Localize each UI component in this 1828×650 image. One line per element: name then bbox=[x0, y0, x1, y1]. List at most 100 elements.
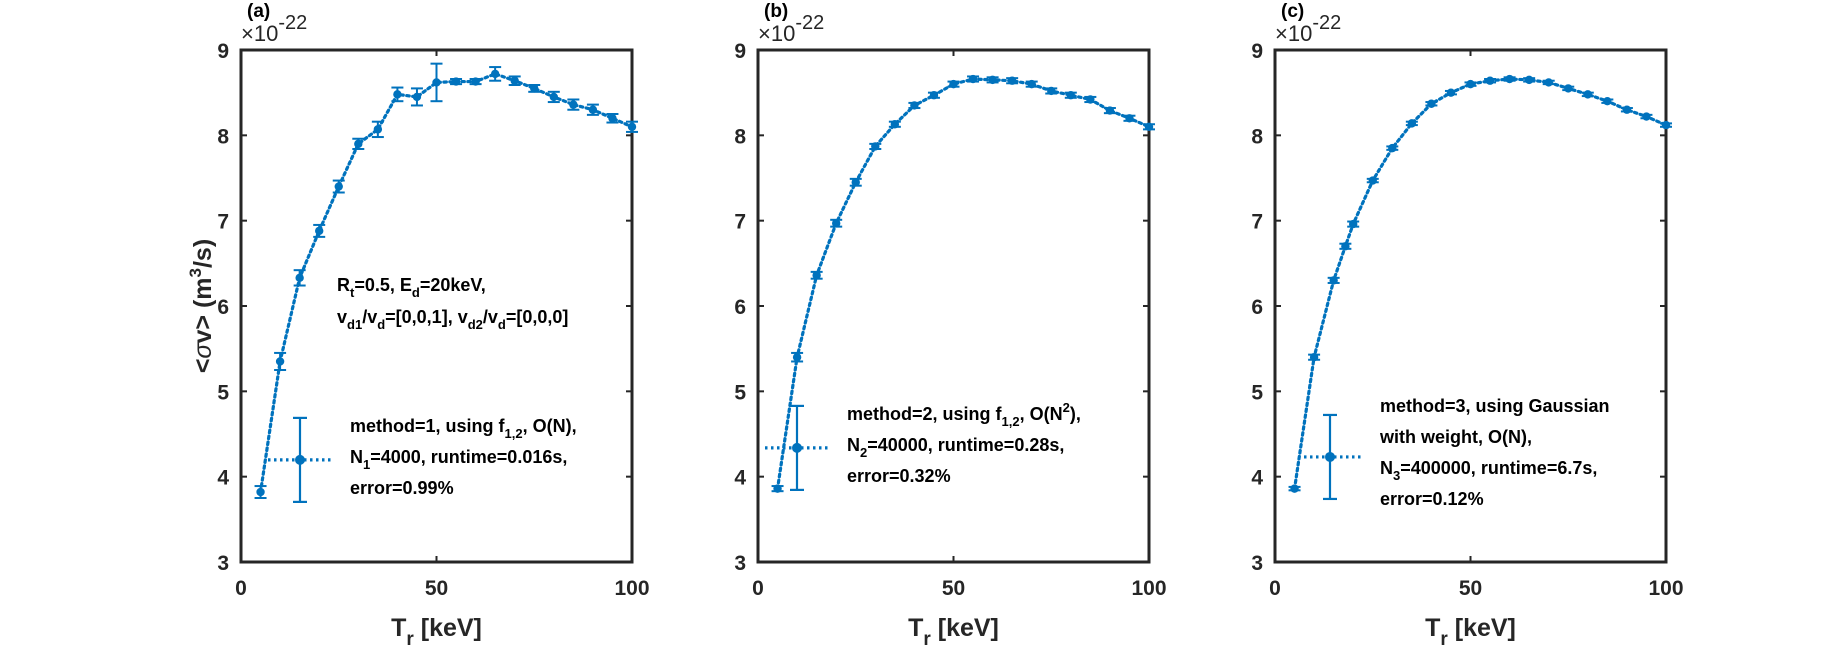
legend: method=2, using f1,2, O(N2), N2=40000, ru… bbox=[765, 400, 1081, 491]
y-tick-label: 3 bbox=[734, 552, 746, 575]
y-axis-label: <σv> (m3/s) bbox=[186, 239, 217, 373]
x-axis-label: Tr [keV] bbox=[391, 614, 482, 650]
data-point bbox=[929, 91, 939, 100]
legend-text-line: with weight, O(N), bbox=[1379, 427, 1532, 447]
data-point bbox=[451, 77, 461, 86]
data-point bbox=[315, 226, 324, 236]
data-point bbox=[432, 78, 441, 87]
y-tick-label: 6 bbox=[734, 296, 746, 319]
legend-text-line: N2=40000, runtime=0.28s, bbox=[847, 435, 1064, 460]
legend-marker bbox=[792, 442, 802, 453]
data-point bbox=[1341, 242, 1350, 251]
y-tick-label: 8 bbox=[734, 125, 746, 148]
data-point bbox=[812, 271, 821, 280]
data-point bbox=[1329, 276, 1338, 285]
data-point bbox=[871, 142, 880, 151]
legend-text-line: error=0.32% bbox=[847, 466, 951, 486]
y-tick-label: 9 bbox=[734, 40, 746, 63]
panel-label: (c) bbox=[1281, 1, 1304, 22]
legend-text-line: method=1, using f1,2, O(N), bbox=[350, 416, 577, 441]
data-point bbox=[412, 92, 422, 102]
data-point bbox=[1427, 99, 1436, 108]
data-point bbox=[1047, 86, 1056, 96]
y-tick-label: 7 bbox=[217, 211, 229, 234]
data-point bbox=[910, 101, 919, 110]
data-point bbox=[1505, 74, 1514, 84]
y-tick-label: 3 bbox=[1251, 552, 1263, 575]
data-point bbox=[968, 74, 978, 84]
y-scale-exponent: ×10-22 bbox=[758, 12, 824, 46]
data-point bbox=[490, 69, 500, 79]
annotation-line-1: Rt=0.5, Ed=20keV, bbox=[337, 275, 486, 300]
data-point bbox=[1290, 484, 1299, 493]
y-tick-label: 4 bbox=[1251, 467, 1263, 490]
data-point bbox=[627, 122, 637, 131]
y-tick-label: 7 bbox=[1251, 211, 1263, 234]
data-point bbox=[1485, 76, 1495, 85]
x-tick-label: 0 bbox=[752, 577, 764, 600]
x-tick-label: 100 bbox=[1131, 577, 1166, 600]
data-point bbox=[773, 484, 782, 493]
annotation: Rt=0.5, Ed=20keV, vd1/vd=[0,0,1], vd2/vd=… bbox=[337, 275, 568, 332]
data-point bbox=[1309, 353, 1319, 362]
y-scale-exponent: ×10-22 bbox=[241, 12, 307, 46]
data-point bbox=[792, 353, 802, 362]
legend-marker bbox=[295, 454, 305, 465]
y-tick-label: 5 bbox=[734, 381, 746, 404]
data-point bbox=[1066, 91, 1076, 100]
annotation-line-2: vd1/vd=[0,0,1], vd2/vd=[0,0,0] bbox=[337, 307, 568, 332]
x-tick-label: 50 bbox=[942, 577, 965, 600]
x-tick-label: 50 bbox=[1459, 577, 1482, 600]
data-point bbox=[1368, 176, 1377, 185]
axes-box bbox=[756, 48, 1151, 564]
data-point bbox=[890, 120, 900, 129]
data-point bbox=[1407, 119, 1417, 128]
data-point bbox=[256, 487, 265, 497]
x-tick-label: 100 bbox=[614, 577, 649, 600]
y-tick-label: 6 bbox=[217, 296, 229, 319]
data-point bbox=[334, 182, 343, 191]
data-point bbox=[1642, 112, 1651, 121]
data-point bbox=[1583, 90, 1593, 99]
data-point bbox=[1105, 106, 1115, 115]
data-point bbox=[295, 273, 304, 283]
y-tick-label: 5 bbox=[1251, 381, 1263, 404]
x-tick-label: 50 bbox=[425, 577, 448, 600]
data-point bbox=[510, 76, 519, 85]
panel-label: (b) bbox=[764, 1, 788, 22]
data-point bbox=[1603, 97, 1612, 106]
data-point bbox=[1144, 122, 1154, 131]
chart-panel-c: 3 4 5 6 7 8 9 0 50 100 (c)×10-22 Tr [keV] method=3, … bbox=[1251, 1, 1683, 650]
data-point bbox=[832, 219, 841, 228]
data-point bbox=[569, 100, 578, 109]
data-point bbox=[949, 79, 958, 89]
x-tick-label: 100 bbox=[1648, 577, 1683, 600]
series-line bbox=[775, 77, 1151, 491]
data-point bbox=[1446, 88, 1456, 97]
data-point bbox=[851, 178, 860, 187]
data-point bbox=[988, 75, 997, 85]
y-scale-exponent: ×10-22 bbox=[1275, 12, 1341, 46]
data-point bbox=[1524, 75, 1534, 85]
data-point bbox=[1388, 143, 1397, 153]
data-point bbox=[549, 92, 558, 102]
data-point bbox=[1661, 120, 1671, 130]
legend-marker bbox=[1325, 451, 1335, 462]
panel-label: (a) bbox=[247, 1, 270, 22]
x-tick-label: 0 bbox=[235, 577, 247, 600]
data-point bbox=[373, 125, 383, 134]
legend-text-line: method=3, using Gaussian bbox=[1380, 396, 1610, 416]
y-tick-label: 8 bbox=[217, 125, 229, 148]
chart-panel-a: 3 4 5 6 7 8 9 0 50 100 (a)×10-22 Tr [keV] method=1, … bbox=[217, 1, 649, 650]
legend-text-line: error=0.12% bbox=[1380, 489, 1484, 509]
axes-box bbox=[1273, 48, 1668, 564]
y-tick-label: 9 bbox=[1251, 40, 1263, 63]
data-point bbox=[588, 105, 598, 114]
x-axis-label: Tr [keV] bbox=[908, 614, 999, 650]
data-point bbox=[471, 77, 480, 86]
y-tick-label: 7 bbox=[734, 211, 746, 234]
data-point bbox=[354, 139, 363, 149]
x-axis-label: Tr [keV] bbox=[1425, 614, 1516, 650]
data-point bbox=[1466, 79, 1475, 89]
